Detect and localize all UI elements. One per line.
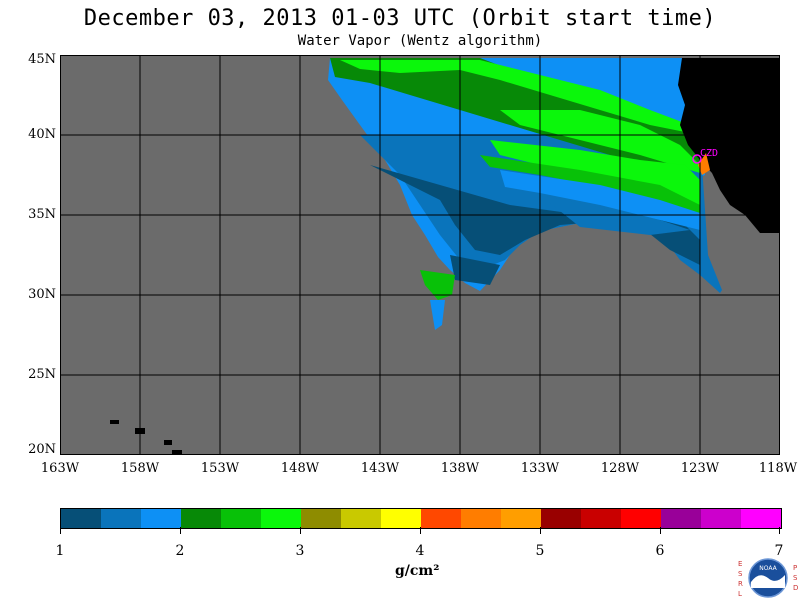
logo-left-letter: S bbox=[738, 570, 743, 578]
colorbar-tick bbox=[180, 527, 181, 534]
colorbar-label: 1 bbox=[55, 543, 65, 559]
colorbar-swatch bbox=[501, 509, 541, 528]
lat-label-35n: 35N bbox=[28, 207, 56, 222]
logo-right-letter: S bbox=[793, 574, 798, 582]
station-label: CZD bbox=[700, 148, 718, 159]
colorbar-swatch bbox=[621, 509, 661, 528]
colorbar-swatch bbox=[381, 509, 421, 528]
noaa-logo[interactable]: E S R L P S D NOAA bbox=[737, 557, 799, 600]
colorbar-label: 7 bbox=[774, 543, 784, 559]
colorbar-swatch bbox=[341, 509, 381, 528]
colorbar-label: 6 bbox=[655, 543, 665, 559]
colorbar-units: g/cm² bbox=[395, 563, 440, 579]
colorbar-tick bbox=[300, 527, 301, 534]
logo-left-letter: R bbox=[738, 580, 743, 588]
colorbar-swatch bbox=[261, 509, 301, 528]
lat-label-20n: 20N bbox=[28, 442, 56, 457]
colorbar-tick bbox=[660, 527, 661, 534]
colorbar-swatch bbox=[141, 509, 181, 528]
lon-label-118w: 118W bbox=[758, 461, 798, 476]
map-canvas: CZD bbox=[60, 55, 780, 455]
colorbar-swatch bbox=[701, 509, 741, 528]
water-vapor-map: CZD bbox=[60, 55, 780, 455]
logo-right-letter: P bbox=[793, 564, 797, 572]
colorbar-tick bbox=[779, 527, 780, 534]
lon-label-128w: 128W bbox=[600, 461, 640, 476]
colorbar-swatch bbox=[101, 509, 141, 528]
lat-label-30n: 30N bbox=[28, 287, 56, 302]
lat-label-25n: 25N bbox=[28, 367, 56, 382]
colorbar-tick bbox=[420, 527, 421, 534]
logo-center-text: NOAA bbox=[759, 565, 777, 572]
colorbar-tick bbox=[540, 527, 541, 534]
colorbar-label: 2 bbox=[175, 543, 185, 559]
colorbar-label: 5 bbox=[535, 543, 545, 559]
colorbar-tick bbox=[60, 527, 61, 534]
colorbar-swatch bbox=[741, 509, 781, 528]
lon-label-158w: 158W bbox=[120, 461, 160, 476]
colorbar-swatch bbox=[581, 509, 621, 528]
station-marker: CZD bbox=[692, 148, 718, 164]
colorbar-label: 4 bbox=[415, 543, 425, 559]
colorbar-swatch bbox=[541, 509, 581, 528]
lon-label-138w: 138W bbox=[440, 461, 480, 476]
map-subtitle: Water Vapor (Wentz algorithm) bbox=[297, 33, 543, 49]
logo-left-letter: E bbox=[738, 560, 742, 568]
colorbar-swatch bbox=[461, 509, 501, 528]
lon-label-153w: 153W bbox=[200, 461, 240, 476]
map-title: December 03, 2013 01-03 UTC (Orbit start… bbox=[83, 6, 717, 31]
colorbar-label: 3 bbox=[295, 543, 305, 559]
lon-label-143w: 143W bbox=[360, 461, 400, 476]
lon-label-123w: 123W bbox=[680, 461, 720, 476]
lat-label-45n: 45N bbox=[28, 52, 56, 67]
colorbar-swatch bbox=[221, 509, 261, 528]
graticule bbox=[60, 55, 780, 455]
colorbar-swatch bbox=[301, 509, 341, 528]
logo-right-letter: D bbox=[793, 584, 798, 592]
lon-label-148w: 148W bbox=[280, 461, 320, 476]
colorbar-swatch bbox=[661, 509, 701, 528]
lat-label-40n: 40N bbox=[28, 127, 56, 142]
colorbar-swatch bbox=[61, 509, 101, 528]
colorbar-swatch bbox=[181, 509, 221, 528]
lon-label-133w: 133W bbox=[520, 461, 560, 476]
logo-left-letter: L bbox=[738, 590, 742, 598]
colorbar bbox=[60, 508, 782, 529]
lon-label-163w: 163W bbox=[40, 461, 80, 476]
colorbar-swatch bbox=[421, 509, 461, 528]
land-mass bbox=[678, 58, 780, 233]
